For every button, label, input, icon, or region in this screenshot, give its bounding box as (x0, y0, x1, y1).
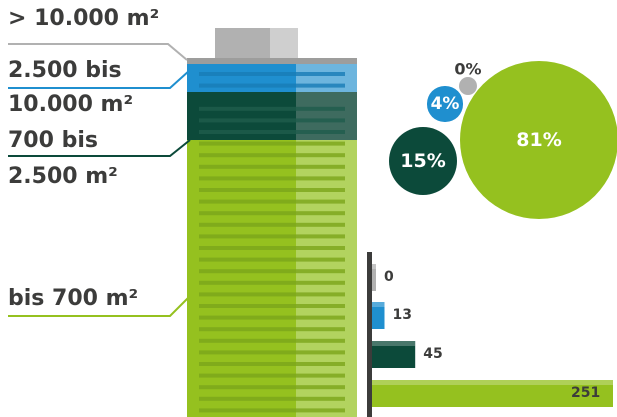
bar-value-label-0: 0 (384, 269, 394, 285)
bar-value-label-1: 13 (392, 307, 411, 323)
bar-value-label-3: 251 (571, 385, 600, 401)
bar-highlight-1 (372, 302, 385, 307)
bar-highlight-2 (372, 341, 415, 346)
bar-value-label-2: 45 (423, 346, 442, 362)
bar-axis (367, 252, 372, 417)
bar-highlight-0 (372, 264, 376, 269)
